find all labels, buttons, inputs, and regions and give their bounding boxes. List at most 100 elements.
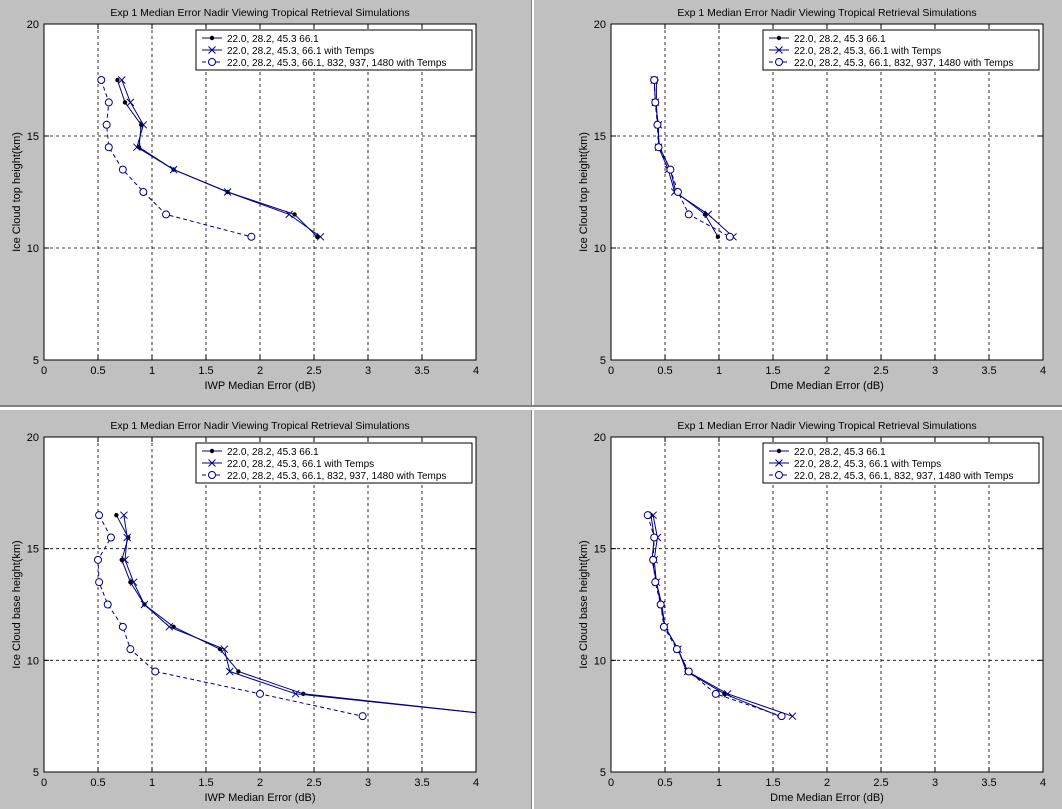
- series-2-point-stroke-b: [133, 143, 141, 152]
- y-tick-label: 15: [594, 544, 606, 556]
- series-2-point: [117, 76, 126, 84]
- y-axis-label: Ice Cloud base height(km): [578, 540, 590, 668]
- chart-dme-top-height: 0 0.5 1 1.5 2 2.5 3 3.5 4 5 10 15 20 22.0, 28.2, 45.3…: [578, 7, 1046, 392]
- plot-frame: [610, 436, 1044, 773]
- series-3-point: [659, 622, 668, 631]
- x-tick-label: 0.5: [657, 777, 672, 789]
- y-axis-label: Ice Cloud base height(km): [11, 540, 23, 668]
- y-tick-label: 15: [27, 131, 39, 143]
- y-tick-label: 10: [594, 243, 606, 255]
- x-tick-label: 3.5: [981, 365, 996, 377]
- chart-title: Exp 1 Median Error Nadir Viewing Tropica…: [110, 7, 409, 19]
- x-axis-label: Dme Median Error (dB): [770, 380, 884, 392]
- series-2-point: [129, 578, 138, 587]
- series-3-point: [656, 600, 665, 609]
- series-1-line: [115, 514, 476, 714]
- x-tick-label: 3.5: [414, 777, 429, 789]
- series-3-point: [104, 98, 113, 107]
- chart-title: Exp 1 Median Error Nadir Viewing Tropica…: [110, 420, 409, 432]
- series-2-point: [285, 210, 294, 219]
- y-tick-label: 5: [600, 355, 606, 367]
- x-tick-label: 1: [716, 777, 722, 789]
- legend-entry-2: 22.0, 28.2, 45.3, 66.1 with Temps: [227, 46, 374, 57]
- series-3-point: [651, 98, 660, 107]
- series-3-point: [95, 578, 104, 587]
- series-2-point: [225, 667, 234, 676]
- series-2-point: [223, 188, 232, 196]
- legend-swatch-marker-stroke-b: [208, 459, 216, 467]
- x-tick-label: 1.5: [765, 777, 780, 789]
- series-2-point-stroke-b: [505, 713, 512, 720]
- legend-box: [762, 29, 1040, 71]
- x-tick-label: 4: [1040, 777, 1046, 789]
- legend-swatch-marker: [775, 471, 783, 479]
- legend-entry-1: 22.0, 28.2, 45.3 66.1: [794, 34, 886, 45]
- series-3-point: [649, 555, 658, 564]
- x-tick-label: 1.5: [765, 365, 780, 377]
- legend-entry-3: 22.0, 28.2, 45.3, 66.1, 832, 937, 1480 w…: [227, 58, 446, 69]
- series-2-point: [140, 600, 149, 609]
- series-2-point-stroke-b: [223, 188, 232, 196]
- x-axis-label: IWP Median Error (dB): [204, 380, 315, 392]
- series-3-point: [684, 667, 693, 676]
- y-tick-label: 20: [27, 432, 39, 444]
- chart-panel-bottom-left: 0 0.5 1 1.5 2 2.5 3 3.5 4 5 10 15 20 22.0, 28.2, 45.3…: [0, 410, 531, 809]
- series-3-point: [126, 645, 135, 654]
- series-3-point: [103, 600, 112, 609]
- series-2-point-stroke-b: [225, 667, 234, 676]
- chart-panel-bottom-right: 0 0.5 1 1.5 2 2.5 3 3.5 4 5 10 15 20 22.0, 28.2, 45.3…: [534, 410, 1062, 809]
- legend-swatch-marker: [776, 448, 782, 454]
- series-1-point: [236, 669, 241, 674]
- series-1-line: [650, 515, 780, 717]
- x-tick-label: 3: [365, 777, 371, 789]
- series-2-point: [220, 645, 229, 654]
- series-2-point: [704, 210, 713, 219]
- series-2-point: [316, 232, 325, 241]
- legend-entry-2: 22.0, 28.2, 45.3, 66.1 with Temps: [227, 459, 374, 470]
- x-tick-label: 3.5: [414, 365, 429, 377]
- series-2-point: [169, 165, 178, 174]
- series-1-line: [116, 79, 318, 238]
- x-tick-label: 0.5: [90, 365, 105, 377]
- series-3-line: [647, 515, 782, 717]
- y-tick-label: 15: [27, 544, 39, 556]
- chart-panel-top-right: 0 0.5 1 1.5 2 2.5 3 3.5 4 5 10 15 20 22.0, 28.2, 45.3…: [534, 0, 1062, 405]
- series-1-point: [119, 557, 124, 563]
- series-2-point: [788, 712, 797, 721]
- legend-entry-2: 22.0, 28.2, 45.3, 66.1 with Temps: [794, 459, 941, 470]
- plot-series-group: [650, 76, 737, 241]
- x-tick-label: 4: [473, 777, 479, 789]
- legend-swatch-marker: [208, 46, 216, 54]
- legend-swatch-marker-stroke-b: [775, 459, 783, 467]
- series-2-line: [652, 515, 793, 717]
- legend-box: [195, 29, 473, 71]
- series-3-point: [777, 712, 786, 721]
- series-2-point: [123, 533, 132, 542]
- y-axis-label: Ice Cloud top height(km): [578, 132, 590, 252]
- x-tick-label: 0: [608, 365, 614, 377]
- series-3-line: [653, 79, 731, 238]
- series-2-point-stroke-b: [723, 689, 732, 698]
- series-2-point-stroke-a: [505, 713, 512, 720]
- legend-swatch-marker: [208, 58, 216, 66]
- plot-frame: [43, 436, 477, 773]
- series-1-point: [506, 714, 510, 718]
- series-3-point: [95, 511, 104, 520]
- x-tick-label: 1: [716, 365, 722, 377]
- y-axis-label: Ice Cloud top height(km): [11, 132, 23, 252]
- series-2-point-stroke-b: [120, 511, 128, 520]
- series-2-point-stroke-b: [121, 555, 129, 564]
- chart-dme-base-height: 0 0.5 1 1.5 2 2.5 3 3.5 4 5 10 15 20 22.0, 28.2, 45.3…: [578, 420, 1046, 804]
- plot-series-group: [643, 511, 797, 721]
- series-2-point-stroke-b: [165, 622, 174, 631]
- x-axis-label: Dme Median Error (dB): [770, 792, 884, 804]
- series-1-point: [715, 234, 721, 239]
- y-tick-label: 5: [600, 767, 606, 779]
- series-2-point: [165, 622, 174, 631]
- chart-title: Exp 1 Median Error Nadir Viewing Tropica…: [677, 420, 976, 432]
- y-tick-label: 10: [27, 655, 39, 667]
- series-2-point-stroke-b: [126, 98, 135, 107]
- x-axis-label: IWP Median Error (dB): [204, 792, 315, 804]
- plot-frame: [610, 23, 1044, 361]
